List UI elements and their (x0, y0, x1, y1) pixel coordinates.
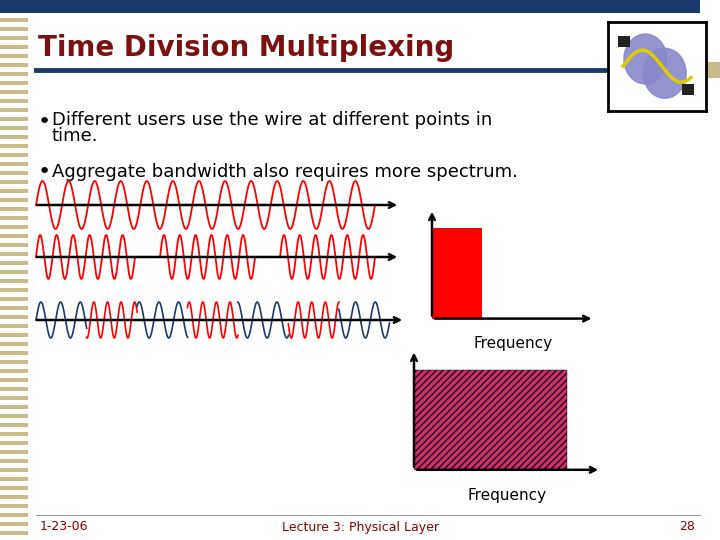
Bar (0, 54, 28, 58)
Bar (0, 351, 28, 355)
Bar (0, 153, 28, 157)
Bar (0, 279, 28, 283)
Bar (0, 144, 28, 148)
Bar (0, 324, 28, 328)
Bar (0, 333, 28, 337)
Bar (0, 531, 28, 535)
Text: 28: 28 (679, 521, 695, 534)
Bar (432, 228, 482, 319)
Text: Frequency: Frequency (474, 335, 553, 350)
Bar (0, 441, 28, 445)
Bar (0, 216, 28, 220)
Text: Different users use the wire at different points in: Different users use the wire at differen… (52, 111, 492, 129)
Bar (0, 387, 28, 391)
Bar (0, 198, 28, 202)
Bar (0, 270, 28, 274)
Bar (0, 432, 28, 436)
Bar (0, 90, 28, 94)
Bar (0, 108, 28, 112)
Bar (0, 18, 28, 22)
Bar (0, 189, 28, 193)
Bar (0, 180, 28, 184)
Bar (0, 414, 28, 418)
Text: 1-23-06: 1-23-06 (40, 521, 89, 534)
Bar (0, 396, 28, 400)
Bar (0, 495, 28, 499)
Bar (0, 486, 28, 490)
Bar (414, 370, 567, 470)
Bar (0, 378, 28, 382)
Bar (0, 360, 28, 364)
Text: •: • (38, 162, 51, 182)
Text: Frequency: Frequency (468, 488, 547, 503)
Bar (0, 504, 28, 508)
Text: time.: time. (52, 127, 99, 145)
Bar (0, 468, 28, 472)
Bar (0, 0, 28, 4)
Bar (0, 0, 700, 13)
Text: Aggregate bandwidth also requires more spectrum.: Aggregate bandwidth also requires more s… (52, 163, 518, 181)
Bar (0, 288, 28, 292)
Bar (0, 423, 28, 427)
Bar (0, 225, 28, 229)
Bar (0, 81, 28, 85)
Bar (0, 297, 28, 301)
Bar (0, 45, 28, 49)
Bar (0, 207, 28, 211)
Bar (683, 84, 694, 94)
Text: •: • (38, 112, 51, 132)
Bar (0, 126, 28, 130)
Bar (0, 99, 28, 103)
Bar (0, 234, 28, 238)
Bar (0, 261, 28, 265)
Bar (0, 342, 28, 346)
Bar (0, 369, 28, 373)
Text: Lecture 3: Physical Layer: Lecture 3: Physical Layer (282, 521, 438, 534)
Bar (0, 513, 28, 517)
Bar (0, 243, 28, 247)
Bar (0, 117, 28, 121)
Bar (0, 9, 28, 13)
Bar (0, 405, 28, 409)
Bar (0, 450, 28, 454)
Polygon shape (624, 34, 667, 84)
Bar (0, 72, 28, 76)
Bar (0, 135, 28, 139)
Bar (0, 27, 28, 31)
Bar (0, 459, 28, 463)
Bar (0, 252, 28, 256)
Bar (0, 36, 28, 40)
Bar (618, 36, 630, 46)
Polygon shape (644, 49, 686, 98)
Bar (0, 162, 28, 166)
Text: Time Division Multiplexing: Time Division Multiplexing (38, 34, 454, 62)
Bar (0, 171, 28, 175)
Bar (0, 315, 28, 319)
Bar (0, 63, 28, 67)
Bar (620, 62, 720, 78)
Bar (0, 306, 28, 310)
Bar (0, 477, 28, 481)
Bar (0, 522, 28, 526)
